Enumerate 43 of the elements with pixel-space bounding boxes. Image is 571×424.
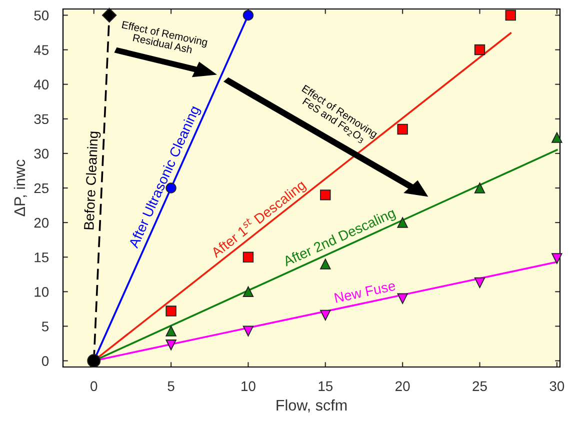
point: [242, 326, 254, 336]
y-tick-label: 15: [34, 252, 49, 262]
y-tick-label: 50: [34, 10, 49, 20]
y-tick-label: 20: [34, 218, 49, 228]
point: [320, 310, 331, 321]
point: [474, 182, 486, 194]
point: [552, 253, 562, 264]
point: [397, 217, 408, 228]
y-tick-label: 0: [42, 356, 49, 366]
point: [474, 277, 486, 288]
point: [320, 258, 331, 270]
y-tick-label: 25: [34, 183, 49, 194]
x-tick-label: 30: [550, 381, 564, 392]
x-tick-label: 15: [318, 381, 333, 392]
point: [397, 293, 408, 304]
y-tick-label: 40: [34, 80, 49, 90]
x-tick-label: 25: [472, 381, 487, 392]
point: [87, 354, 101, 368]
point: [242, 286, 254, 298]
y-tick-label: 45: [34, 45, 49, 55]
y-tick-label: 30: [34, 148, 49, 159]
point: [474, 44, 486, 56]
point: [397, 124, 408, 135]
point: [505, 10, 516, 21]
point: [102, 8, 117, 23]
y-tick-label: 5: [42, 322, 49, 332]
point: [166, 306, 176, 316]
y-axis-title: ΔP, inwc: [14, 160, 27, 216]
text: Before Cleaning: [84, 132, 101, 230]
point: [166, 340, 176, 350]
x-tick-label: 10: [242, 381, 256, 392]
x-tick-label: 5: [168, 381, 174, 392]
x-tick-label: 20: [396, 381, 410, 392]
y-tick-label: 35: [34, 114, 49, 124]
text: New Fuse: [334, 280, 396, 303]
point: [320, 190, 331, 200]
x-tick-label: 0: [90, 381, 98, 392]
point: [242, 252, 254, 262]
point: [166, 326, 176, 336]
point: [552, 132, 562, 143]
point: [242, 10, 254, 21]
x-axis-title: Flow, scfm: [276, 399, 347, 412]
y-tick-label: 10: [34, 287, 49, 297]
